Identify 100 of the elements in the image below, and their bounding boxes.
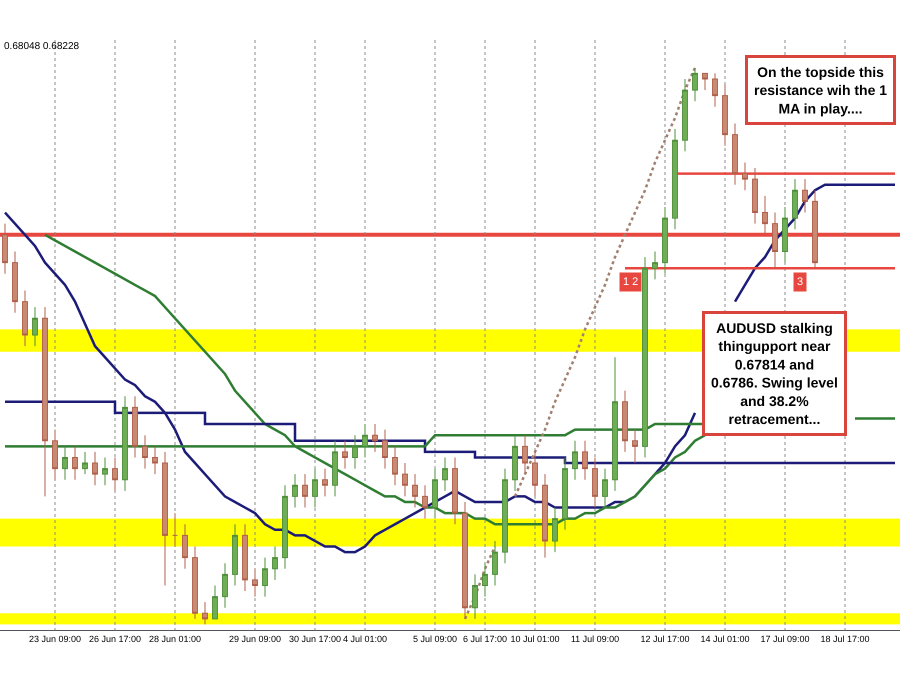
x-tick-label: 29 Jun 09:00 bbox=[228, 634, 282, 644]
candlestick bbox=[302, 474, 308, 508]
candlestick bbox=[772, 212, 778, 269]
text: 0.68048 0.68228 bbox=[4, 41, 80, 52]
candlestick bbox=[472, 574, 478, 620]
candlestick bbox=[622, 390, 628, 452]
candlestick bbox=[702, 72, 708, 91]
candlestick bbox=[122, 396, 128, 492]
candlestick bbox=[682, 78, 688, 152]
candlestick bbox=[482, 562, 488, 598]
candlestick bbox=[602, 468, 608, 508]
candlestick bbox=[292, 474, 298, 508]
x-tick-label: 6 Jul 17:00 bbox=[462, 634, 508, 644]
candlestick bbox=[632, 429, 638, 464]
candlestick bbox=[262, 557, 268, 598]
candlestick bbox=[202, 602, 208, 625]
candlestick bbox=[492, 540, 498, 586]
candlestick bbox=[282, 484, 288, 570]
candlestick bbox=[732, 122, 738, 186]
x-tick-label: 4 Jul 01:00 bbox=[342, 634, 388, 644]
candlestick bbox=[92, 451, 98, 486]
candlestick bbox=[572, 440, 578, 480]
x-tick-label: 26 Jun 17:00 bbox=[88, 634, 142, 644]
candlestick bbox=[812, 190, 818, 269]
candlestick bbox=[402, 462, 408, 497]
candlestick bbox=[752, 168, 758, 224]
candlestick bbox=[502, 468, 508, 564]
annotation: 3 bbox=[797, 276, 804, 288]
x-tick-label: 10 Jul 01:00 bbox=[510, 634, 560, 644]
candlestick bbox=[162, 451, 168, 586]
candlestick bbox=[582, 440, 588, 480]
candlestick bbox=[612, 356, 618, 492]
x-tick-label: 14 Jul 01:00 bbox=[700, 634, 750, 644]
candlestick bbox=[552, 507, 558, 553]
candlestick bbox=[352, 434, 358, 470]
x-tick-label: 30 Jun 17:00 bbox=[288, 634, 342, 644]
candlestick bbox=[712, 72, 718, 108]
candlestick bbox=[312, 468, 318, 508]
candlestick bbox=[462, 501, 468, 620]
candlestick bbox=[2, 223, 8, 274]
candlestick bbox=[782, 206, 788, 264]
candlestick bbox=[192, 546, 198, 620]
candlestick bbox=[182, 524, 188, 570]
candlestick bbox=[152, 446, 158, 475]
candlestick bbox=[22, 290, 28, 347]
candlestick bbox=[332, 440, 338, 497]
candlestick bbox=[212, 584, 218, 620]
x-tick-label: 12 Jul 17:00 bbox=[640, 634, 690, 644]
candlestick bbox=[672, 128, 678, 230]
candlestick bbox=[32, 306, 38, 347]
candlestick bbox=[592, 456, 598, 508]
candlestick bbox=[542, 474, 548, 558]
candlestick bbox=[272, 546, 278, 580]
candlestick bbox=[692, 67, 698, 102]
candlestick bbox=[662, 206, 668, 274]
candlestick bbox=[532, 451, 538, 497]
x-tick-label: 23 Jun 09:00 bbox=[28, 634, 82, 644]
candlestick bbox=[362, 424, 368, 458]
candlestick bbox=[72, 446, 78, 480]
x-tick-label: 17 Jul 09:00 bbox=[760, 634, 810, 644]
candlestick bbox=[132, 396, 138, 458]
candlestick bbox=[52, 429, 58, 480]
candlestick bbox=[452, 456, 458, 525]
candlestick bbox=[742, 162, 748, 191]
candlestick bbox=[232, 524, 238, 586]
candlestick bbox=[422, 484, 428, 520]
annotation: AUDUSD stalking thingupport near 0.67814 and 0.6786. Swing level and 38.2% retracement... bbox=[711, 320, 838, 427]
candlestick bbox=[442, 456, 448, 492]
candlestick bbox=[372, 424, 378, 452]
candlestick bbox=[322, 468, 328, 497]
candlestick bbox=[792, 178, 798, 230]
candlestick bbox=[392, 446, 398, 486]
candlestick bbox=[432, 468, 438, 520]
candlestick bbox=[512, 434, 518, 492]
candlestick bbox=[382, 429, 388, 470]
candlestick bbox=[652, 251, 658, 280]
candlestick bbox=[102, 456, 108, 486]
candlestick bbox=[42, 306, 48, 497]
candlestick bbox=[522, 434, 528, 475]
candlestick bbox=[172, 512, 178, 548]
annotation: 1 2 bbox=[623, 276, 638, 288]
annotation: On the topside this resistance wih the 1 MA in play.... bbox=[754, 64, 888, 116]
candlestick bbox=[722, 84, 728, 146]
candlestick bbox=[252, 568, 258, 598]
candlestick bbox=[342, 440, 348, 470]
x-tick-label: 11 Jul 09:00 bbox=[570, 634, 620, 644]
x-tick-label: 18 Jul 17:00 bbox=[820, 634, 870, 644]
candlestick bbox=[762, 195, 768, 236]
x-tick-label: 5 Jul 09:00 bbox=[412, 634, 458, 644]
candlestick bbox=[82, 451, 88, 475]
x-tick-label: 28 Jun 01:00 bbox=[148, 634, 202, 644]
candlestick bbox=[62, 446, 68, 480]
candlestick bbox=[142, 434, 148, 470]
candlestick bbox=[112, 456, 118, 492]
candlestick bbox=[222, 562, 228, 608]
candlestick bbox=[12, 251, 18, 314]
candlestick bbox=[412, 474, 418, 508]
candlestick bbox=[562, 456, 568, 530]
candlestick bbox=[242, 524, 248, 592]
candlestick bbox=[802, 178, 808, 214]
